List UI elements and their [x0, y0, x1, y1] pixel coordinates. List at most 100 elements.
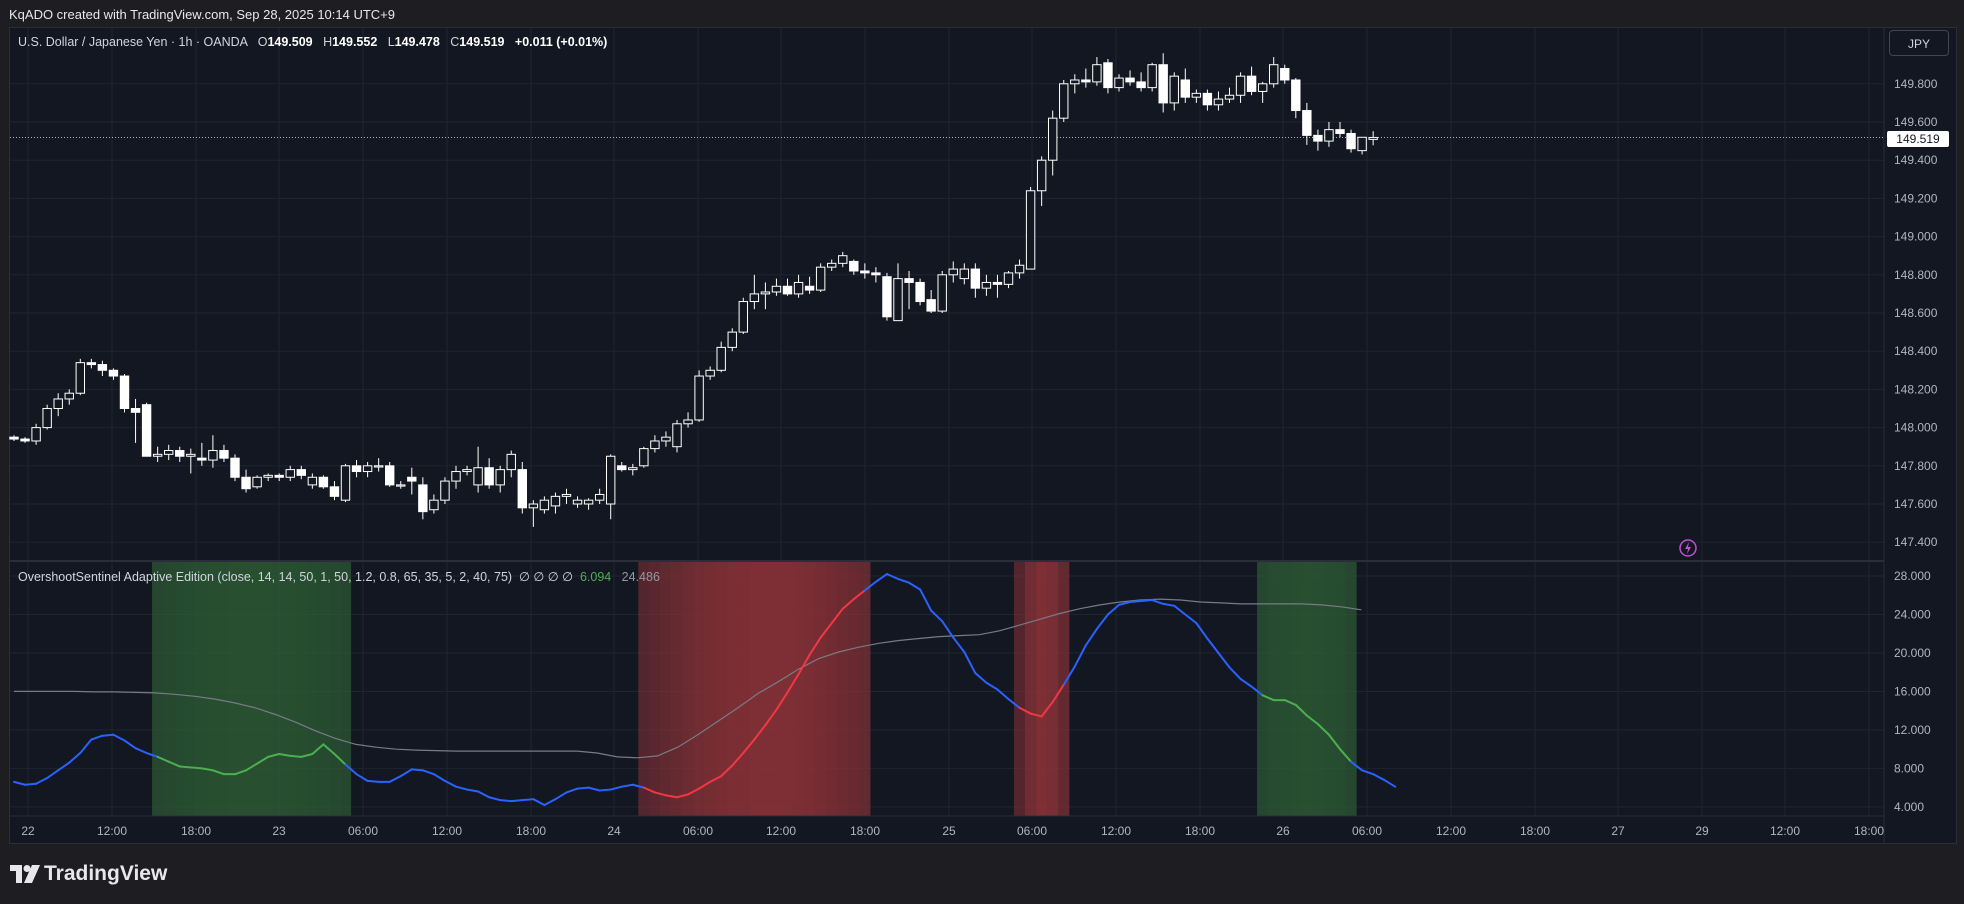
alert-icon[interactable] — [1679, 539, 1697, 557]
indicator-axis[interactable]: 28.000 24.000 20.000 16.000 12.000 8.000 4.000 — [1894, 569, 1931, 814]
oscillator-segment — [642, 786, 656, 794]
candle-body — [1025, 190, 1036, 270]
candle-body — [1147, 64, 1157, 89]
indicator-tick-label: 20.000 — [1894, 646, 1931, 660]
indicator-tick-label: 16.000 — [1894, 684, 1931, 698]
zone-bar-oversold — [295, 561, 307, 816]
oscillator-segment — [786, 673, 800, 694]
oscillator-segment — [1084, 627, 1098, 647]
close-label: C — [450, 35, 460, 49]
oscillator-segment — [344, 763, 358, 776]
candle-body — [1313, 134, 1323, 142]
zone-bar-overbought — [781, 561, 794, 816]
symbol-name[interactable]: U.S. Dollar / Japanese Yen · 1h · OANDA — [18, 35, 248, 49]
zone-bar-overbought — [737, 561, 749, 816]
price-tick-label: 149.400 — [1894, 153, 1938, 167]
oscillator-segment — [46, 769, 60, 780]
price-tick-label: 148.400 — [1894, 344, 1938, 358]
oscillator-segment — [24, 782, 38, 786]
candle-body — [64, 392, 74, 400]
currency-button[interactable]: JPY — [1889, 30, 1949, 56]
oscillator-segment — [156, 755, 170, 763]
candle-body — [871, 272, 881, 276]
tradingview-logo[interactable]: TradingView — [10, 862, 167, 886]
oscillator-segment — [200, 767, 214, 772]
open-label: O — [257, 35, 268, 49]
oscillator-segment — [996, 688, 1010, 701]
candle-body — [1191, 92, 1202, 98]
zone-bar-overbought — [660, 561, 672, 816]
zone-bar-oversold — [1334, 561, 1346, 816]
oscillator-segment — [145, 752, 159, 758]
candle-body — [462, 469, 472, 473]
indicator-name[interactable]: OvershootSentinel Adaptive Edition (clos… — [18, 570, 513, 584]
oscillator-segment — [565, 787, 579, 794]
candle-body — [1048, 117, 1058, 161]
oscillator-segment — [709, 775, 723, 783]
zone-bar-oversold — [185, 561, 197, 816]
candle-body — [1346, 132, 1356, 150]
candle-body — [86, 362, 97, 366]
oscillator-segment — [775, 691, 789, 711]
oscillator-segment — [1283, 699, 1297, 706]
candle-body — [440, 480, 450, 501]
oscillator-segment — [455, 785, 469, 791]
oscillator-segment — [178, 765, 192, 769]
zone-bar-overbought — [826, 561, 838, 816]
zone-bar-overbought — [837, 561, 849, 816]
candle-body — [362, 465, 373, 473]
oscillator-segment — [587, 786, 601, 792]
candle-body — [1136, 81, 1146, 89]
candle-body — [1368, 136, 1378, 140]
zone-bar-oversold — [152, 561, 164, 816]
candle-body — [219, 450, 229, 459]
candle-body — [495, 469, 505, 486]
candle-body — [1014, 264, 1025, 274]
oscillator-segment — [79, 738, 93, 755]
time-tick-label: 24 — [607, 824, 621, 838]
close-value: 149.519 — [459, 35, 505, 49]
oscillator-segment — [687, 787, 701, 796]
candle-body — [517, 469, 527, 509]
time-tick-label: 06:00 — [683, 824, 713, 838]
oscillator-segment — [333, 752, 347, 766]
price-tick-label: 149.200 — [1894, 191, 1938, 205]
zone-bar-oversold — [174, 561, 186, 816]
oscillator-segment — [1062, 665, 1076, 686]
oscillator-segment — [278, 752, 292, 757]
candle-body — [164, 450, 174, 455]
logo-text: TradingView — [44, 862, 168, 885]
time-axis[interactable]: 22 12:00 18:00 23 06:00 12:00 18:00 24 06:00 12:0… — [21, 824, 1884, 838]
oscillator-segment — [1018, 706, 1032, 715]
zone-bar-overbought — [726, 561, 738, 816]
zone-bar-oversold — [1257, 561, 1269, 816]
zone-bar-overbought — [671, 561, 683, 816]
oscillator-segment — [167, 760, 181, 768]
candle-body — [749, 293, 760, 303]
oscillator-segment — [1106, 603, 1120, 616]
oscillator-segment — [698, 780, 712, 790]
oscillator-segment — [1294, 703, 1308, 717]
time-tick-label: 18:00 — [181, 824, 211, 838]
oscillator-segment — [863, 580, 877, 592]
candle-body — [1114, 77, 1124, 89]
zone-bar-oversold — [1279, 561, 1291, 816]
open-value: 149.509 — [267, 35, 313, 49]
candle-body — [793, 281, 804, 295]
candle-body — [561, 493, 572, 497]
price-axis[interactable]: 149.800 149.600 149.400 149.200 149.000 148.8… — [1894, 77, 1938, 549]
zone-bar-overbought — [1013, 561, 1026, 816]
oscillator-segment — [742, 738, 756, 755]
zone-bar-overbought — [1047, 561, 1059, 816]
indicator-tick-label: 28.000 — [1894, 569, 1931, 583]
time-tick-label: 06:00 — [1017, 824, 1047, 838]
oscillator-segment — [841, 598, 855, 610]
zone-bar-overbought — [748, 561, 760, 816]
candle-body — [263, 474, 273, 478]
candle-body — [992, 281, 1003, 285]
oscillator-segment — [112, 733, 126, 742]
time-tick-label: 18:00 — [516, 824, 546, 838]
candle-body — [1180, 79, 1190, 98]
change-value: +0.011 (+0.01%) — [514, 35, 608, 49]
